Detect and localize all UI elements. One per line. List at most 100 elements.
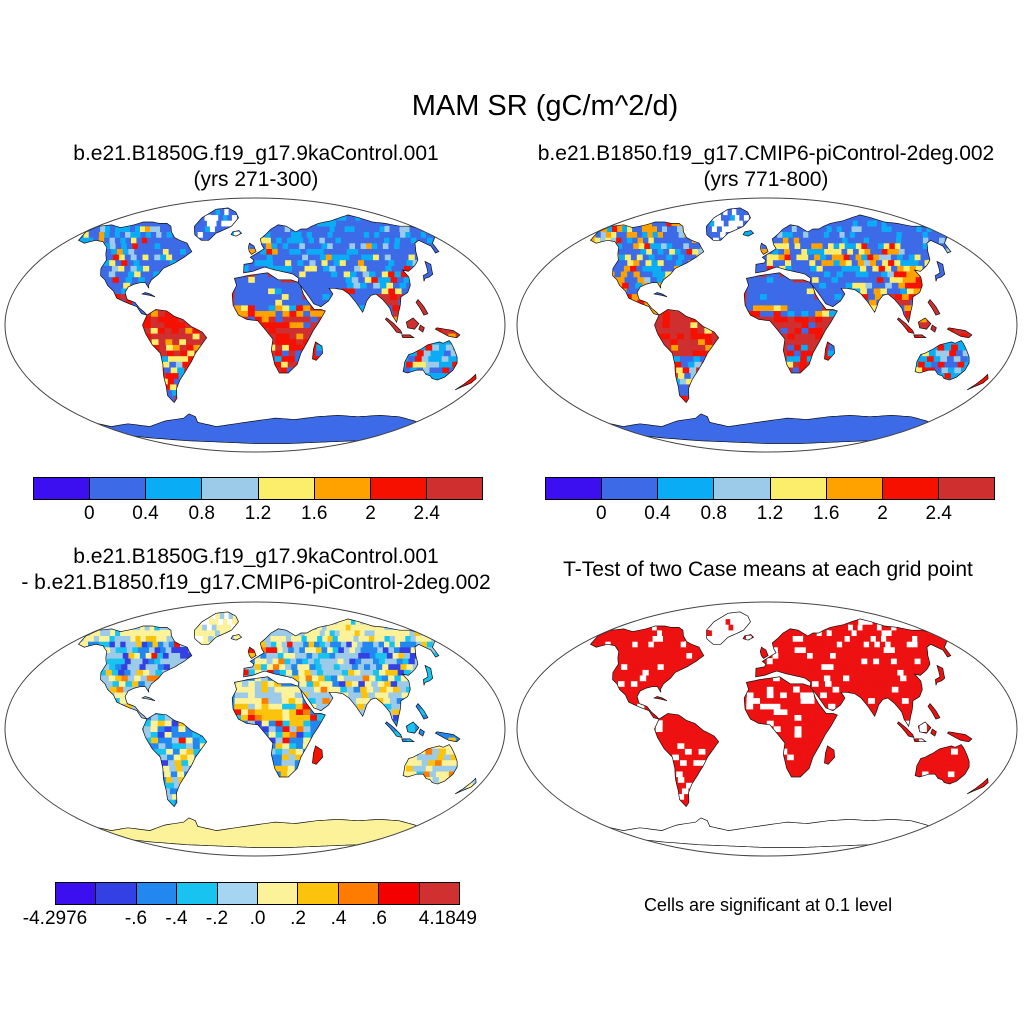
land-cells xyxy=(743,231,752,237)
colorbar-segment xyxy=(146,478,203,499)
colorbar-strip xyxy=(55,882,460,905)
coastline-japan xyxy=(935,664,946,686)
colorbar-tick: 1.6 xyxy=(301,503,328,524)
colorbar-tick-labels: 0 0.4 0.8 1.2 1.6 2 2.4 xyxy=(33,503,483,527)
landmass-sulawesi xyxy=(930,729,937,737)
colorbar-tick: 1.2 xyxy=(756,503,784,524)
land-cells xyxy=(905,327,913,334)
land-cells xyxy=(746,272,837,373)
ttest-caption: Cells are significant at 0.1 level xyxy=(643,895,893,915)
coastline-cuba xyxy=(653,696,668,702)
coastline-sumatra xyxy=(384,721,403,739)
land-cells xyxy=(401,334,414,338)
colorbar-segment xyxy=(826,478,883,499)
colorbar-segment xyxy=(546,478,603,499)
coastline-borneo xyxy=(405,317,420,330)
coastline-sulawesi xyxy=(418,324,425,333)
colorbar-tick: .4 xyxy=(330,908,347,929)
land-cells xyxy=(407,721,415,732)
coastline-nz xyxy=(966,777,989,795)
colorbar-tick: 0.4 xyxy=(132,503,159,524)
coastline-africa xyxy=(743,272,838,374)
land-cells xyxy=(87,817,418,848)
map-boundary-ellipse xyxy=(516,601,1018,857)
coastline-philippines xyxy=(927,703,941,720)
land-cells xyxy=(761,243,768,255)
coastline-java xyxy=(913,334,927,339)
land-cells xyxy=(403,748,458,783)
coastline-iceland xyxy=(230,230,243,237)
colorbar-strip xyxy=(33,477,483,500)
land-cells xyxy=(978,782,985,789)
land-cells xyxy=(931,709,940,720)
panel-title-line2: - b.e21.B1850.f19_g17.CMIP6-piControl-2d… xyxy=(21,571,491,594)
land-cells xyxy=(419,305,428,316)
coastline-cuba xyxy=(141,696,156,702)
colorbar-bottom-left: -4.2976 -.6 -.4 -.2 .0 .2 .4 .6 4.1849 xyxy=(23,882,477,932)
coastline-sa xyxy=(142,309,208,404)
coastline-na xyxy=(77,221,193,316)
coastline-uk xyxy=(247,242,257,255)
coastline-borneo xyxy=(917,317,932,330)
coastline-na xyxy=(589,221,705,316)
coastline-iceland xyxy=(742,230,755,237)
coastline-greenland xyxy=(706,207,751,241)
map-boundary-ellipse xyxy=(4,601,506,857)
land-cells xyxy=(393,731,401,738)
coastline-newguinea xyxy=(434,731,461,743)
colorbar-segment xyxy=(298,883,339,904)
land-cells xyxy=(78,626,192,710)
colorbar-tick: 2.4 xyxy=(925,503,952,524)
colorbar-segment xyxy=(426,478,482,499)
land-cells xyxy=(655,714,719,806)
land-cells xyxy=(401,738,414,742)
colorbar-segment xyxy=(258,478,315,499)
colorbar-segment xyxy=(338,883,380,904)
land-cells xyxy=(249,647,256,659)
colorbar-tick-labels: -4.2976 -.6 -.4 -.2 .0 .2 .4 .6 4.1849 xyxy=(23,908,477,932)
land-cells xyxy=(466,782,473,789)
land-cells xyxy=(978,378,985,385)
map-bottom-right xyxy=(516,601,1018,857)
land-cells xyxy=(143,310,207,402)
coastline-na xyxy=(77,625,193,720)
land-cells xyxy=(143,714,207,806)
coastline-sumatra xyxy=(896,721,915,739)
landmass-sulawesi xyxy=(418,325,425,333)
coastline-sulawesi xyxy=(418,728,425,737)
coastline-sulawesi xyxy=(930,324,937,333)
map-top-left xyxy=(4,197,506,453)
landmass-sulawesi xyxy=(418,729,425,737)
colorbar-segment xyxy=(96,883,137,904)
colorbar-tick: 1.6 xyxy=(813,503,840,524)
land-cells xyxy=(938,271,945,278)
coastline-eurasia xyxy=(243,618,443,728)
panel-title-top-left: b.e21.B1850G.f19_g17.9kaControl.001 (yrs… xyxy=(0,141,512,193)
coastline-philippines xyxy=(415,299,429,316)
coastline-nz xyxy=(454,777,477,795)
land-cells xyxy=(403,344,458,379)
coastline-java xyxy=(913,738,927,743)
coastline-greenland xyxy=(706,611,751,645)
coastline-japan xyxy=(423,260,434,282)
coastline-philippines xyxy=(415,703,429,720)
land-cells xyxy=(913,334,926,338)
map-bottom-left xyxy=(4,601,506,857)
colorbar-segment xyxy=(370,478,427,499)
colorbar-segment xyxy=(258,883,299,904)
land-layer xyxy=(589,207,989,444)
land-cells xyxy=(706,613,750,645)
land-cells xyxy=(194,613,238,645)
coastline-sulawesi xyxy=(930,728,937,737)
colorbar-segment xyxy=(882,478,939,499)
coastline-australia xyxy=(402,340,458,381)
colorbar-tick: 0.8 xyxy=(188,503,215,524)
colorbar-segment xyxy=(379,883,420,904)
colorbar-segment xyxy=(56,883,97,904)
coastline-nz xyxy=(454,373,477,391)
land-cells xyxy=(915,344,970,379)
colorbar-tick: .0 xyxy=(249,908,266,929)
colorbar-segment xyxy=(602,478,659,499)
colorbar-segment xyxy=(419,883,460,904)
